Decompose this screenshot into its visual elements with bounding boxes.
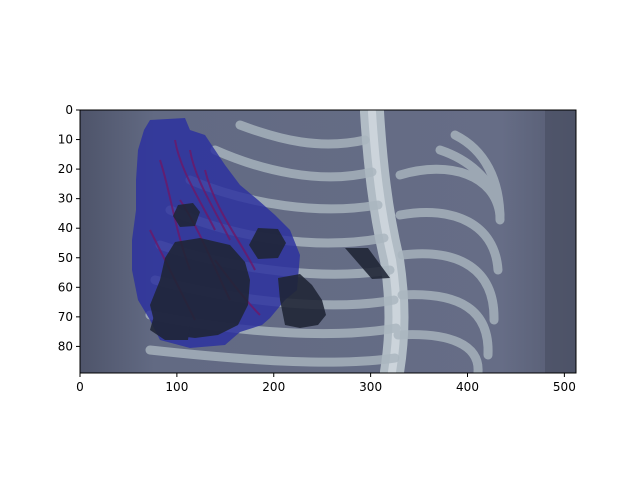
y-tick-label: 80 xyxy=(58,339,73,353)
x-tick-label: 300 xyxy=(359,380,382,394)
y-axis: 0 10 20 30 40 50 60 70 80 xyxy=(58,103,80,353)
axes-frame xyxy=(79,109,577,374)
y-tick-label: 0 xyxy=(65,103,73,117)
image-right-edge xyxy=(545,110,576,373)
x-tick-label: 200 xyxy=(262,380,285,394)
x-tick-label: 100 xyxy=(165,380,188,394)
x-tick-label: 500 xyxy=(553,380,576,394)
scan-image xyxy=(80,110,576,373)
y-tick-label: 20 xyxy=(58,162,73,176)
y-tick-label: 40 xyxy=(58,221,73,235)
y-tick-label: 60 xyxy=(58,280,73,294)
dark-masses xyxy=(150,203,390,340)
y-tick-label: 70 xyxy=(58,310,73,324)
x-axis: 0 100 200 300 400 500 xyxy=(76,373,576,394)
y-tick-label: 10 xyxy=(58,133,73,147)
y-tick-label: 30 xyxy=(58,192,73,206)
y-tick-label: 50 xyxy=(58,251,73,265)
x-tick-label: 0 xyxy=(76,380,84,394)
x-tick-label: 400 xyxy=(456,380,479,394)
